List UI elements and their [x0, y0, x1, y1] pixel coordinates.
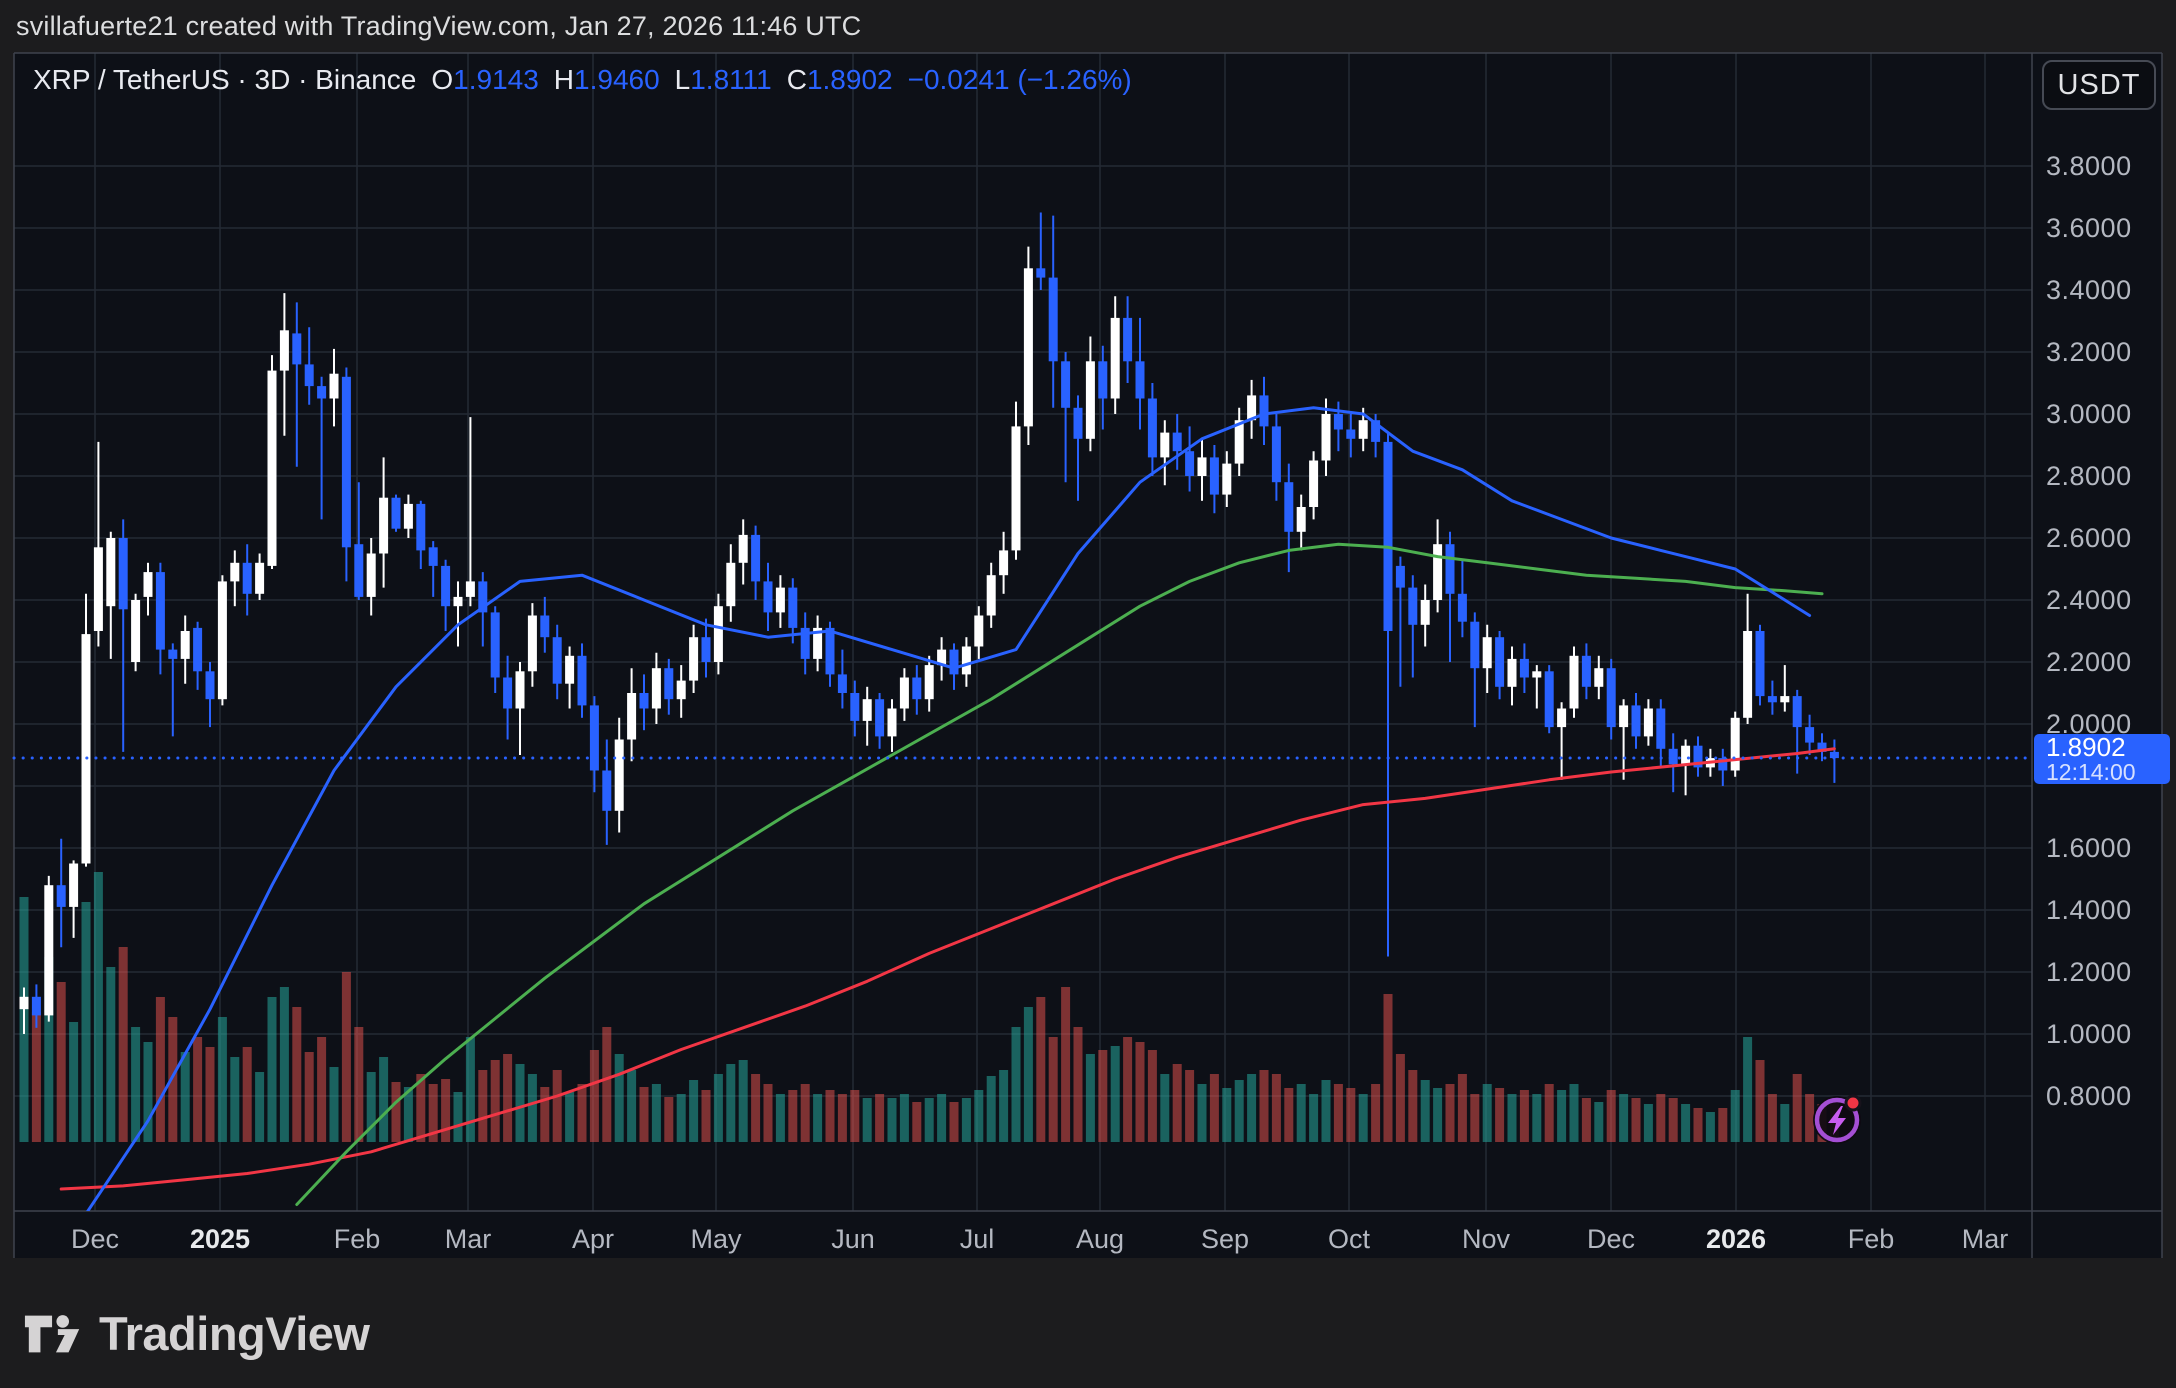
price-axis-label: 3.8000 — [2046, 151, 2132, 181]
time-axis-label: Feb — [333, 1224, 381, 1254]
price-axis-label: 1.6000 — [2046, 833, 2132, 863]
time-axis-label: 2025 — [189, 1224, 251, 1254]
open-label: O — [431, 64, 454, 95]
time-axis-label: Oct — [1327, 1224, 1371, 1254]
pane-borders — [13, 52, 2163, 1258]
symbol-header[interactable]: XRP / TetherUS · 3D · Binance O1.9143 H1… — [33, 64, 1132, 96]
current-price-value: 1.8902 — [2046, 732, 2126, 762]
price-axis-label: 1.0000 — [2046, 1019, 2132, 1049]
ma-fast-blue-line — [86, 406, 1812, 1211]
high-value: 1.9460 — [574, 64, 660, 95]
time-axis-label: Mar — [1961, 1224, 2009, 1254]
tradingview-logo[interactable]: TradingView — [23, 1306, 370, 1361]
candles-layer — [19, 212, 1839, 1034]
low-label: L — [674, 64, 691, 95]
price-axis-label: 2.6000 — [2046, 523, 2132, 553]
price-axis-label: 2.8000 — [2046, 461, 2132, 491]
ma-slow-red-line — [59, 747, 1836, 1191]
low-value: 1.8111 — [690, 64, 772, 95]
time-axis-label: Aug — [1075, 1224, 1125, 1254]
footer-band — [0, 1262, 2176, 1388]
currency-toggle-button[interactable]: USDT — [2042, 60, 2156, 110]
time-axis-label: Dec — [1586, 1224, 1636, 1254]
time-axis-label: Sep — [1200, 1224, 1250, 1254]
high-label: H — [553, 64, 575, 95]
change-value: −0.0241 (−1.26%) — [907, 64, 1132, 95]
close-label: C — [786, 64, 807, 95]
badge-ring — [1814, 1097, 1860, 1143]
price-axis-label: 3.0000 — [2046, 399, 2132, 429]
time-axis-label: May — [690, 1224, 742, 1254]
time-axis-label: Jun — [831, 1224, 875, 1254]
bar-countdown: 12:14:00 — [2046, 759, 2136, 785]
ma-mid-green-line — [295, 542, 1824, 1206]
tradingview-logo-icon — [24, 1314, 80, 1352]
attribution-text: svillafuerte21 created with TradingView.… — [16, 11, 862, 41]
time-axis-label: Apr — [571, 1224, 615, 1254]
time-axis-label: Jul — [959, 1224, 995, 1254]
boost-badge[interactable] — [1808, 1089, 1868, 1149]
volume-bars — [19, 872, 1839, 1142]
time-axis-label: Nov — [1461, 1224, 1511, 1254]
price-axis-label: 3.4000 — [2046, 275, 2132, 305]
time-axis-label: Mar — [444, 1224, 492, 1254]
price-axis-label: 3.2000 — [2046, 337, 2132, 367]
price-axis-label: 2.2000 — [2046, 647, 2132, 677]
price-axis-label: 1.4000 — [2046, 895, 2132, 925]
open-value: 1.9143 — [453, 64, 539, 95]
time-axis-label: Feb — [1847, 1224, 1895, 1254]
price-axis-label: 3.6000 — [2046, 213, 2132, 243]
current-price-tag: 1.8902 12:14:00 — [2034, 734, 2170, 784]
symbol-title[interactable]: XRP / TetherUS · 3D · Binance — [33, 64, 417, 95]
price-axis-label: 0.8000 — [2046, 1081, 2132, 1111]
close-value: 1.8902 — [806, 64, 893, 95]
price-axis-label: 1.2000 — [2046, 957, 2132, 987]
lightning-icon — [1828, 1106, 1846, 1135]
tradingview-logo-text: TradingView — [99, 1307, 370, 1360]
badge-notification-dot — [1844, 1094, 1862, 1112]
time-axis-label: 2026 — [1705, 1224, 1767, 1254]
price-axis-label: 2.4000 — [2046, 585, 2132, 615]
time-axis-label: Dec — [70, 1224, 120, 1254]
